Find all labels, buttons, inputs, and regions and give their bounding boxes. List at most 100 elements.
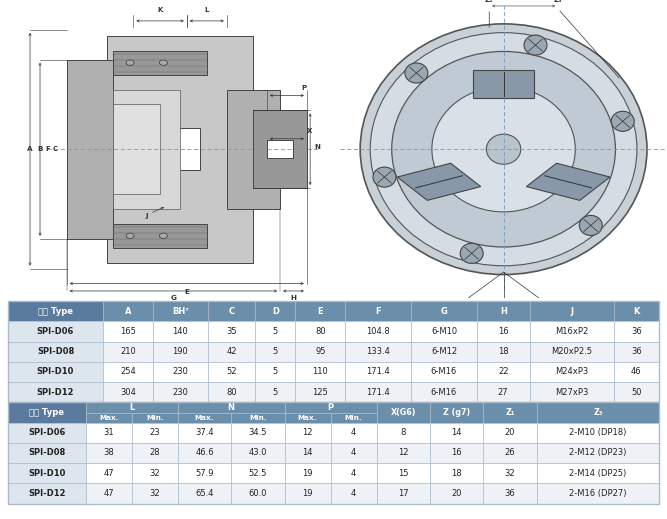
Bar xyxy=(153,321,207,342)
Bar xyxy=(484,463,537,483)
Bar xyxy=(103,362,153,382)
Text: 2-M16 (DP27): 2-M16 (DP27) xyxy=(569,489,626,498)
Bar xyxy=(153,301,207,321)
Bar xyxy=(132,443,178,463)
Text: 46: 46 xyxy=(631,367,642,376)
Bar xyxy=(255,362,295,382)
Bar xyxy=(346,301,411,321)
Bar xyxy=(8,301,103,321)
Ellipse shape xyxy=(611,111,634,131)
Bar xyxy=(253,111,307,188)
Text: G: G xyxy=(440,307,448,316)
Bar xyxy=(285,413,331,422)
Bar xyxy=(8,463,86,483)
Bar xyxy=(8,382,103,402)
Text: 32: 32 xyxy=(505,469,516,477)
Bar xyxy=(411,362,477,382)
Bar xyxy=(474,70,534,98)
Text: K: K xyxy=(157,7,163,13)
Bar xyxy=(484,483,537,503)
Bar xyxy=(207,321,255,342)
Text: C: C xyxy=(228,307,235,316)
Text: N: N xyxy=(227,403,235,412)
Text: 19: 19 xyxy=(302,489,313,498)
Text: 47: 47 xyxy=(103,469,114,477)
Bar xyxy=(530,321,614,342)
Text: 12: 12 xyxy=(398,448,408,457)
Text: 17: 17 xyxy=(398,489,408,498)
Text: Min.: Min. xyxy=(249,415,267,420)
Text: 20: 20 xyxy=(452,489,462,498)
Text: 2-M12 (DP23): 2-M12 (DP23) xyxy=(569,448,626,457)
Text: 5: 5 xyxy=(273,388,278,397)
Bar xyxy=(67,60,113,239)
Bar xyxy=(113,224,207,248)
Bar xyxy=(86,422,132,443)
Text: SPI-D12: SPI-D12 xyxy=(28,489,65,498)
Text: 27: 27 xyxy=(498,388,508,397)
Text: 37.4: 37.4 xyxy=(195,428,214,437)
Bar xyxy=(614,301,659,321)
Bar xyxy=(103,382,153,402)
Text: 171.4: 171.4 xyxy=(366,388,390,397)
Bar xyxy=(207,301,255,321)
Bar xyxy=(295,362,346,382)
Text: 4: 4 xyxy=(351,489,356,498)
Bar xyxy=(231,413,285,422)
Ellipse shape xyxy=(159,233,167,238)
Bar xyxy=(430,483,484,503)
Bar xyxy=(430,402,484,422)
Bar xyxy=(103,342,153,362)
Text: 5: 5 xyxy=(273,347,278,356)
Bar xyxy=(207,362,255,382)
Text: B: B xyxy=(37,146,43,152)
Text: M24xP3: M24xP3 xyxy=(555,367,588,376)
Text: H: H xyxy=(291,295,296,302)
Bar xyxy=(103,321,153,342)
Text: A: A xyxy=(125,307,131,316)
Ellipse shape xyxy=(405,63,428,83)
Text: 28: 28 xyxy=(149,448,160,457)
Text: E: E xyxy=(184,290,189,295)
Bar xyxy=(484,422,537,443)
Text: Max.: Max. xyxy=(195,415,214,420)
Bar xyxy=(537,483,659,503)
Text: 23: 23 xyxy=(149,428,160,437)
Bar xyxy=(346,382,411,402)
Text: Z₃: Z₃ xyxy=(593,408,602,417)
Text: 4: 4 xyxy=(351,448,356,457)
Text: 31: 31 xyxy=(103,428,114,437)
Text: 15°: 15° xyxy=(475,305,486,311)
Text: 304: 304 xyxy=(120,388,136,397)
Text: 171.4: 171.4 xyxy=(366,367,390,376)
Bar xyxy=(8,402,86,422)
Text: 14: 14 xyxy=(302,448,313,457)
Text: SPI-D06: SPI-D06 xyxy=(28,428,65,437)
Ellipse shape xyxy=(524,35,547,55)
Bar xyxy=(537,422,659,443)
Text: 16: 16 xyxy=(498,327,508,336)
Text: 12: 12 xyxy=(302,428,313,437)
Bar xyxy=(376,422,430,443)
Bar xyxy=(537,463,659,483)
Bar xyxy=(430,422,484,443)
Bar xyxy=(376,402,430,422)
Bar xyxy=(113,51,207,75)
Text: N: N xyxy=(314,144,319,150)
Bar xyxy=(86,402,178,413)
Text: BH⁷: BH⁷ xyxy=(172,307,189,316)
Ellipse shape xyxy=(432,87,575,212)
Text: 80: 80 xyxy=(315,327,325,336)
Bar xyxy=(295,301,346,321)
Text: 6-M16: 6-M16 xyxy=(431,388,457,397)
Bar xyxy=(477,321,530,342)
Ellipse shape xyxy=(460,243,483,263)
Bar xyxy=(8,321,103,342)
Text: A: A xyxy=(27,146,33,152)
Text: Z (g7): Z (g7) xyxy=(443,408,470,417)
Bar xyxy=(530,362,614,382)
Bar xyxy=(411,321,477,342)
Text: 80: 80 xyxy=(226,388,237,397)
Ellipse shape xyxy=(360,24,647,275)
Bar xyxy=(178,402,285,413)
